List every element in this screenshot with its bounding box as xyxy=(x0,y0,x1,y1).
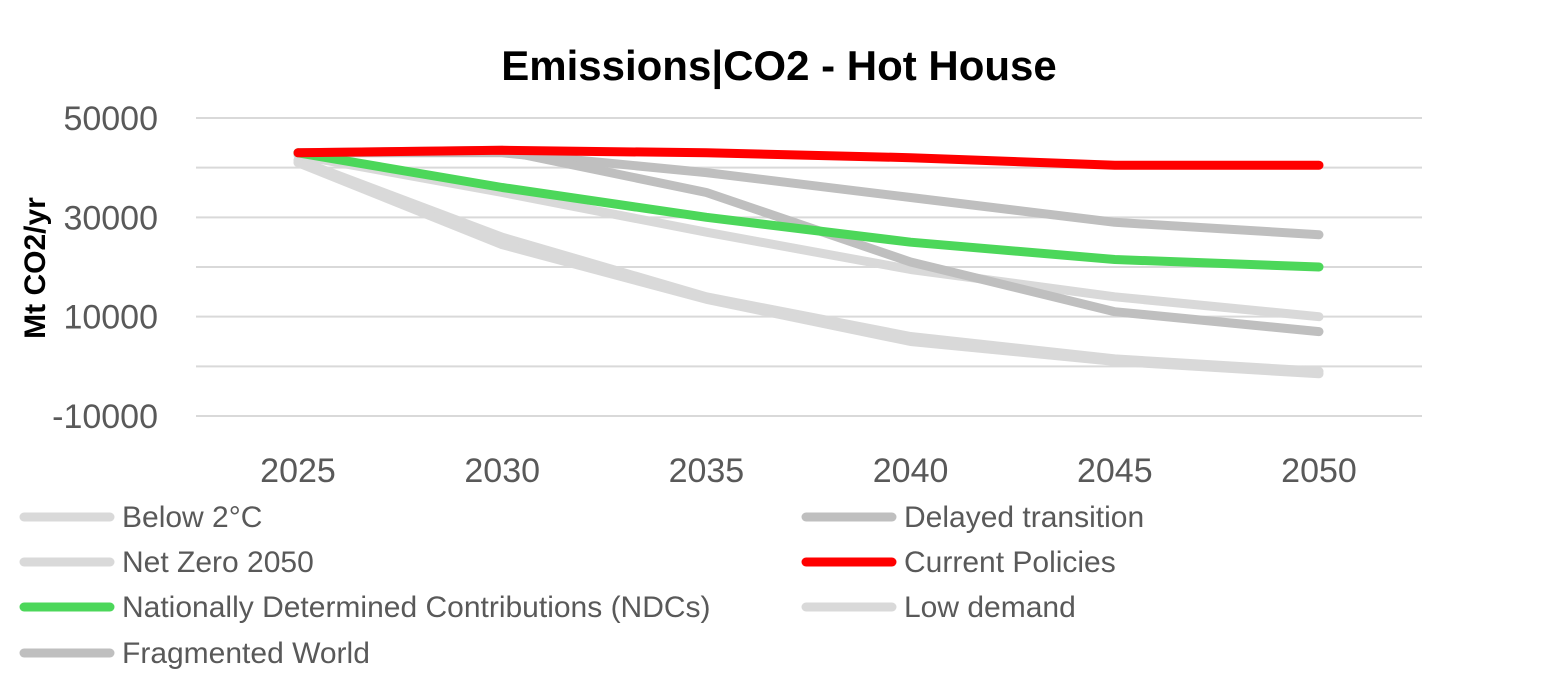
x-tick-label: 2030 xyxy=(464,452,540,490)
plot-series xyxy=(293,145,1324,379)
y-axis-label: Mt CO2/yr xyxy=(19,197,52,339)
x-tick-label: 2040 xyxy=(873,452,949,490)
y-tick-label: 30000 xyxy=(63,199,158,237)
x-tick-label: 2025 xyxy=(260,452,336,490)
y-tick-label: -10000 xyxy=(52,398,158,436)
legend-label: Below 2°C xyxy=(122,501,262,534)
series-line xyxy=(293,158,1324,379)
legend: Below 2°C Delayed transition Net Zero 2050… xyxy=(19,501,1144,670)
x-tick-label: 2035 xyxy=(669,452,745,490)
x-tick-label: 2050 xyxy=(1281,452,1357,490)
legend-label: Net Zero 2050 xyxy=(122,546,314,579)
series-line xyxy=(293,145,1324,170)
legend-label: Low demand xyxy=(904,591,1076,624)
legend-label: Current Policies xyxy=(904,546,1116,579)
x-tick-label: 2045 xyxy=(1077,452,1153,490)
y-tick-label: 50000 xyxy=(63,100,158,138)
x-axis-ticks: 2025 2030 2035 2040 2045 2050 xyxy=(260,452,1357,490)
y-tick-label: 10000 xyxy=(63,299,158,337)
legend-label: Nationally Determined Contributions (NDC… xyxy=(122,591,711,624)
series-line xyxy=(293,148,1324,272)
legend-label: Delayed transition xyxy=(904,501,1144,534)
chart-title: Emissions|CO2 - Hot House xyxy=(501,42,1057,90)
series-line xyxy=(293,150,1324,322)
legend-label: Fragmented World xyxy=(122,637,370,670)
y-axis-ticks: -10000 10000 30000 50000 xyxy=(52,100,158,436)
